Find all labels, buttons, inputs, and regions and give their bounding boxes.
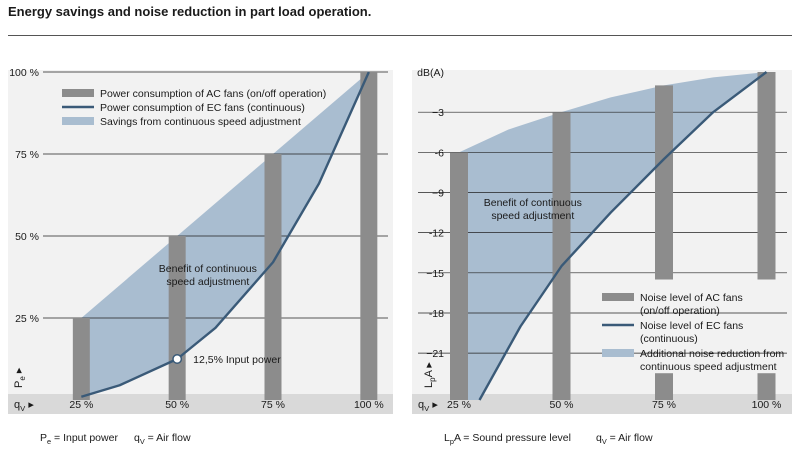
ac-bar-75	[655, 85, 673, 280]
x-axis-symbol: qV ▸	[418, 399, 438, 413]
legend-label: (on/off operation)	[640, 305, 720, 317]
y-tick-label: −15	[426, 268, 444, 280]
axis-caption: qV = Air flow	[134, 432, 191, 446]
x-tick-label: 50 %	[550, 399, 574, 411]
legend: Noise level of AC fans(on/off operation)…	[602, 292, 784, 373]
ac-bar-100	[757, 72, 776, 280]
y-tick-label: 75 %	[15, 149, 39, 161]
x-tick-label: 75 %	[652, 399, 676, 411]
x-tick-label: 100 %	[354, 399, 384, 411]
x-tick-label: 25 %	[447, 399, 471, 411]
axis-caption: LpA = Sound pressure level	[444, 432, 571, 446]
y-tick-label: -6	[435, 147, 444, 159]
savings-area	[81, 72, 369, 397]
ac-bar-lower-75	[655, 373, 673, 400]
x-tick-label: 25 %	[69, 399, 93, 411]
annotation-benefit: speed adjustment	[491, 210, 574, 222]
legend-swatch-area	[62, 117, 94, 125]
legend-swatch-bar	[62, 89, 94, 97]
savings-area	[459, 72, 767, 400]
legend-label: Power consumption of EC fans (continuous…	[100, 102, 305, 114]
x-axis-symbol: qV ▸	[14, 399, 34, 413]
legend-label: Savings from continuous speed adjustment	[100, 116, 301, 128]
y-tick-label: dB(A)	[417, 67, 444, 79]
y-tick-label: 100 %	[9, 67, 39, 79]
chart-power: 25 % 50 % 75 % 100 % 25 % 50 % 75 % 100 % qV ▸ Pe…	[8, 67, 393, 446]
ac-bar-25	[72, 318, 90, 400]
annotation-benefit: Benefit of continuous	[484, 197, 582, 209]
x-tick-label: 50 %	[165, 399, 189, 411]
legend: Power consumption of AC fans (on/off ope…	[62, 88, 326, 128]
ec-line	[478, 71, 768, 401]
y-tick-label: -12	[429, 228, 444, 240]
axis-caption: qV = Air flow	[596, 432, 653, 446]
ac-bar-50	[552, 112, 571, 400]
x-tick-label: 75 %	[261, 399, 285, 411]
input-power-marker	[172, 354, 183, 364]
y-tick-label: −9	[432, 187, 444, 199]
ec-line	[80, 71, 370, 398]
annotation-input-power: 12,5% Input power	[193, 354, 281, 366]
legend-label: Additional noise reduction from	[640, 348, 784, 360]
chart-noise: dB(A) −3 -6 −9 -12 −15 -18 −21 25 % 50 % 75 % 100 %…	[412, 67, 792, 446]
legend-swatch-area	[602, 349, 634, 357]
y-axis-symbol: Pe ▸	[13, 367, 27, 388]
axis-caption: Pe = Input power	[40, 432, 118, 446]
legend-label: (continuous)	[640, 333, 698, 345]
x-axis-band	[8, 394, 393, 414]
ac-bar-100	[360, 72, 378, 400]
y-axis-symbol: LpA ▸	[423, 362, 437, 388]
ac-bar-50	[168, 236, 186, 400]
legend-label: Power consumption of AC fans (on/off ope…	[100, 88, 326, 100]
annotation-benefit: speed adjustment	[166, 276, 249, 288]
annotation-benefit: Benefit of continuous	[159, 263, 257, 275]
y-tick-label: −21	[426, 348, 444, 360]
legend-label: continuous speed adjustment	[640, 361, 777, 373]
legend-label: Noise level of EC fans	[640, 320, 743, 332]
y-tick-label: -18	[429, 308, 444, 320]
y-tick-label: −3	[432, 107, 444, 119]
legend-swatch-bar	[602, 293, 634, 301]
legend-label: Noise level of AC fans	[640, 292, 743, 304]
x-tick-label: 100 %	[752, 399, 782, 411]
ac-bar-25	[450, 152, 468, 400]
ac-bar-lower-100	[757, 373, 776, 400]
page-title: Energy savings and noise reduction in pa…	[8, 4, 372, 19]
ac-bar-75	[264, 154, 282, 400]
title-divider	[8, 35, 792, 36]
y-tick-label: 50 %	[15, 231, 39, 243]
y-tick-label: 25 %	[15, 313, 39, 325]
x-axis-band	[412, 394, 792, 414]
